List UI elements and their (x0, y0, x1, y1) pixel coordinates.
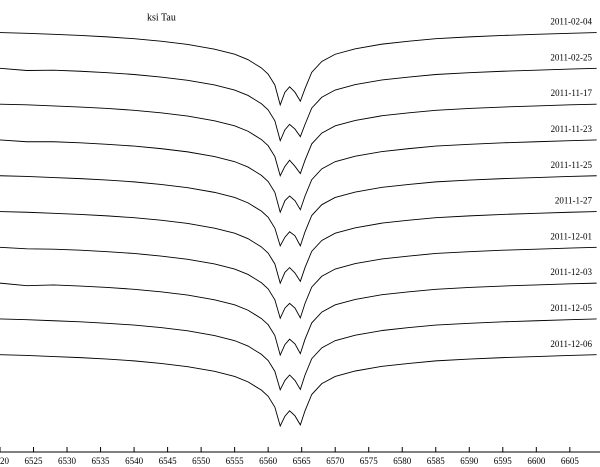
legend-label: 2011-02-04 (550, 17, 592, 27)
x-tick-label: 6605 (561, 456, 580, 466)
legend-label: 2011-12-06 (550, 339, 592, 349)
legend-label: 2011-11-17 (551, 88, 593, 98)
x-tick-label: 6525 (25, 456, 44, 466)
spectrum-line (0, 282, 597, 357)
legend-label: 2011-1-27 (555, 196, 593, 206)
legend-label: 2011-11-23 (551, 124, 593, 134)
x-tick-label: 6530 (58, 456, 77, 466)
x-tick-label: 6545 (159, 456, 178, 466)
spectrum-line (0, 139, 597, 214)
legend-label: 2011-12-03 (550, 267, 592, 277)
legend-label: 2011-11-25 (551, 160, 593, 170)
spectrum-line (0, 354, 597, 428)
spectrum-line (0, 103, 597, 177)
spectrum-line (0, 32, 597, 107)
spectrum-line (0, 67, 597, 143)
legend-label: 2011-02-25 (550, 52, 592, 62)
x-tick-label: 6570 (326, 456, 345, 466)
x-tick-label: 6535 (92, 456, 111, 466)
x-tick-label: 6600 (527, 456, 546, 466)
x-tick-label: 6585 (427, 456, 446, 466)
legend-label: 2011-12-05 (550, 303, 592, 313)
x-tick-label: 6580 (393, 456, 412, 466)
x-tick-label: 6560 (259, 456, 278, 466)
x-tick-label: 6550 (192, 456, 211, 466)
x-tick-label: 6590 (460, 456, 479, 466)
spectrum-line (0, 211, 597, 285)
x-tick-label: 6520 (0, 456, 10, 466)
x-tick-label: 6595 (494, 456, 513, 466)
spectrum-line (0, 175, 597, 248)
spectrum-line (0, 246, 597, 320)
x-tick-label: 6540 (125, 456, 144, 466)
x-tick-label: 6555 (226, 456, 245, 466)
spectrum-line (0, 318, 597, 392)
x-tick-label: 6575 (360, 456, 379, 466)
x-tick-label: 6565 (293, 456, 312, 466)
legend-label: 2011-12-01 (550, 231, 592, 241)
chart-title: ksi Tau (147, 12, 176, 23)
